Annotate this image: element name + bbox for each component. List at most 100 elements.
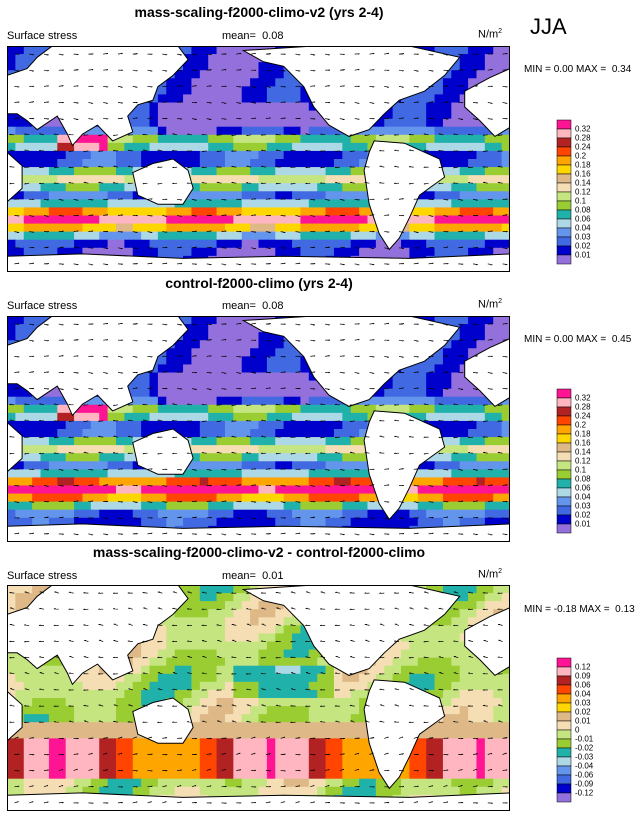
field-cell [459,348,469,357]
field-cell [367,247,377,257]
field-cell [107,167,117,176]
wind-vector [216,166,222,168]
field-cell [258,183,268,192]
field-cell [501,231,510,241]
field-cell [224,380,234,390]
field-cell [409,380,419,390]
field-cell [241,110,251,120]
wind-vector [113,134,119,136]
wind-vector [260,452,266,454]
field-cell [468,167,478,176]
field-cell [392,404,402,414]
field-cell [57,175,67,184]
field-cell [15,134,25,144]
wind-vector [236,533,242,536]
field-cell [90,404,100,414]
field-cell [359,223,369,233]
field-cell [74,485,84,495]
field-cell [15,509,25,519]
field-cell [493,142,503,152]
field-cell [300,94,310,104]
field-cell [434,420,444,430]
field-cell [157,493,167,503]
field-cell [7,62,16,71]
field-cell [300,215,310,225]
field-cell [308,469,318,479]
wind-vector [147,339,153,342]
field-cell [157,223,167,233]
field-cell [216,159,226,168]
field-cell [493,199,503,209]
field-cell [409,134,419,144]
field-cell [476,231,486,241]
field-cell [476,340,486,349]
wind-vector [73,323,79,326]
field-cell [32,207,42,217]
field-cell [157,380,167,390]
wind-vector [413,215,419,217]
field-cell [459,159,469,168]
field-cell [459,247,469,257]
field-cell [191,231,201,241]
panel-2-colorbar: 0.320.280.240.20.180.160.140.120.10.080.… [556,388,591,534]
field-cell [258,477,268,487]
field-cell [266,231,276,241]
continent-antarctica [7,523,510,542]
field-cell [308,191,318,200]
field-cell [241,461,251,470]
field-cell [451,461,461,470]
field-cell [224,183,234,192]
field-cell [292,110,302,120]
wind-vector [497,150,503,152]
field-cell [501,453,510,462]
field-cell [157,86,167,96]
field-cell [199,94,209,104]
wind-vector [354,102,360,104]
wind-vector [73,215,79,217]
field-cell [426,199,436,209]
field-cell [233,461,243,470]
field-cell [258,364,268,374]
field-cell [216,231,226,241]
wind-vector [438,403,444,406]
field-cell [258,150,268,160]
field-cell [65,247,75,257]
wind-vector [231,404,237,406]
field-cell [308,461,318,470]
wind-vector [398,372,405,374]
field-cell [191,485,201,495]
field-cell [250,86,260,96]
wind-vector [325,388,330,390]
wind-vector [453,403,459,406]
field-cell [275,70,285,79]
wind-vector [393,134,400,136]
field-cell [241,215,251,225]
field-cell [241,601,251,610]
wind-vector [443,355,449,357]
field-cell [233,316,243,325]
wind-vector [251,372,257,374]
wind-vector [364,150,370,152]
field-cell [241,183,251,192]
field-cell [459,601,469,610]
field-cell [484,485,494,495]
field-cell [434,404,444,414]
field-cell [149,239,159,249]
field-cell [208,501,218,511]
field-cell [224,215,234,225]
field-cell [7,593,16,602]
wind-vector [236,468,242,471]
field-cell [401,493,410,503]
field-cell [275,493,285,503]
field-cell [275,461,285,470]
field-cell [342,247,352,257]
field-cell [384,517,394,527]
field-cell [107,175,117,184]
field-cell [208,372,218,382]
field-cell [224,102,234,112]
field-cell [342,412,352,422]
field-cell [199,396,209,406]
field-cell [166,625,176,635]
wind-vector [172,403,178,406]
field-cell [275,633,285,643]
